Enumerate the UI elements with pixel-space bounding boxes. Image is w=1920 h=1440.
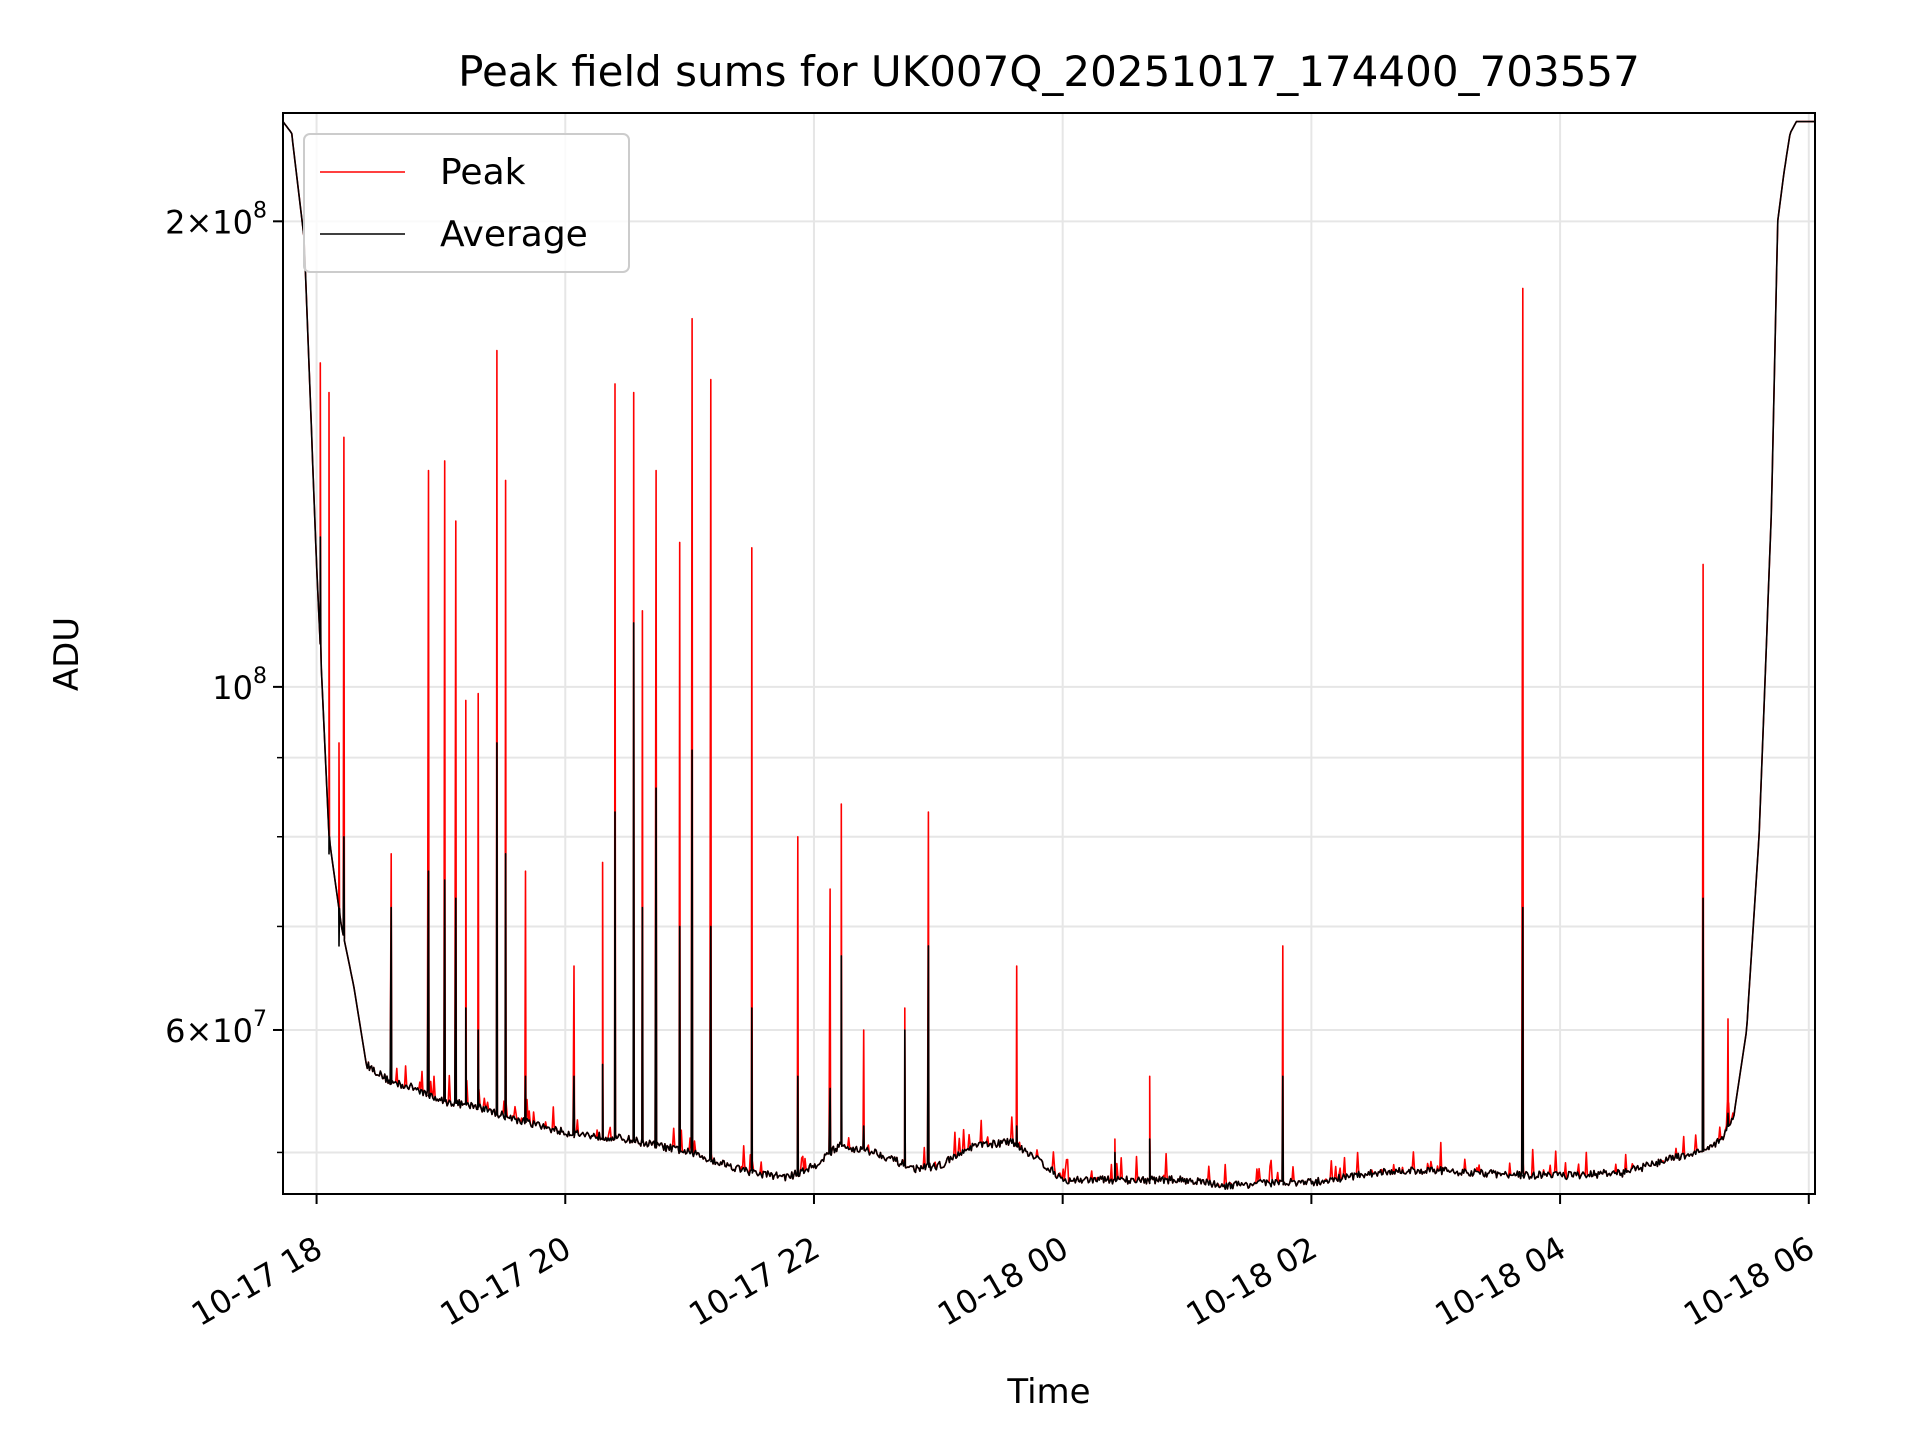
- series: [282, 120, 1815, 1190]
- y-tick-label: 6×107: [165, 1007, 267, 1050]
- plot-frame: [282, 112, 1816, 1195]
- average-series-line: [282, 120, 1815, 1190]
- legend-average-label: Average: [440, 214, 588, 255]
- y-tick-label: 108: [212, 664, 267, 707]
- plot-area-background: [283, 113, 1815, 1194]
- legend-peak-label: Peak: [440, 152, 526, 193]
- legend: Peak Average: [303, 133, 630, 273]
- chart-title: Peak field sums for UK007Q_20251017_1744…: [458, 47, 1640, 96]
- x-axis-label: Time: [1006, 1372, 1090, 1412]
- y-axis-label: ADU: [47, 617, 87, 691]
- grid: [283, 113, 1815, 1194]
- y-tick-label: 2×108: [165, 198, 267, 241]
- legend-box: [303, 133, 630, 273]
